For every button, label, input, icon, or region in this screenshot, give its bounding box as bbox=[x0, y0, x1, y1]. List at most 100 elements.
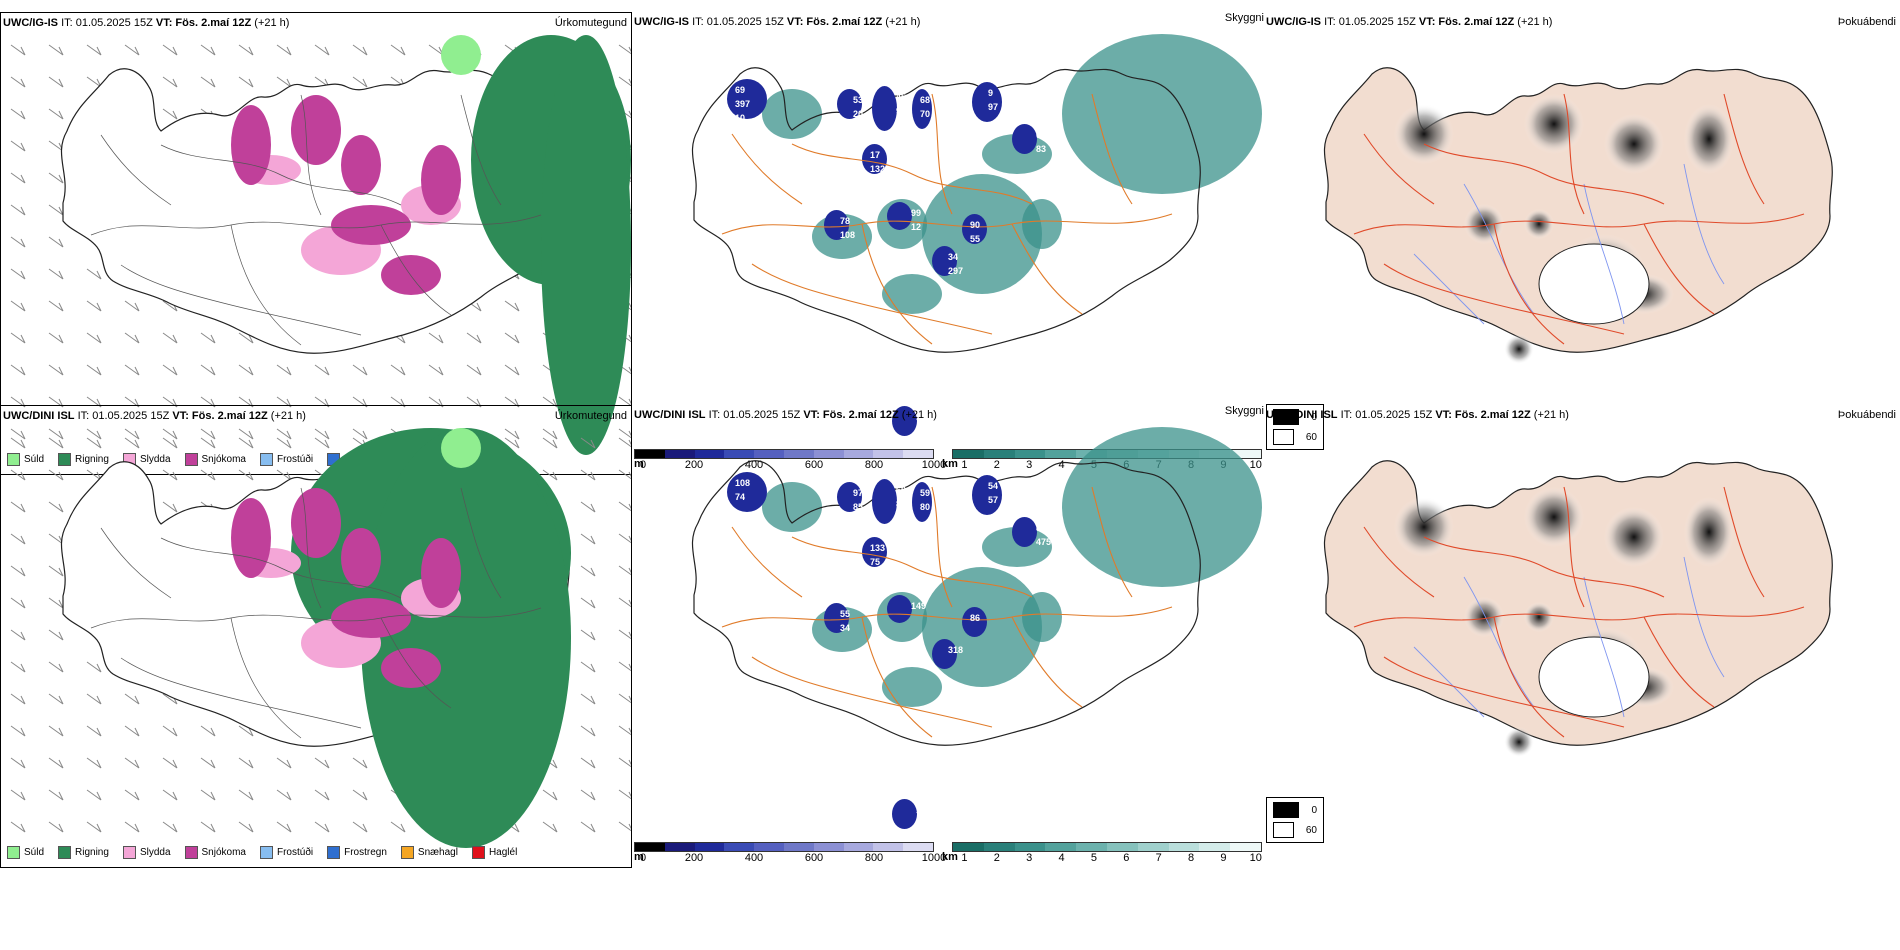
road bbox=[721, 213, 1173, 235]
road bbox=[1383, 263, 1625, 335]
fog-legend: 0 60 bbox=[1266, 797, 1324, 843]
wind-barb bbox=[48, 565, 64, 577]
ceiling-area bbox=[887, 202, 912, 230]
road bbox=[1363, 526, 1435, 598]
road bbox=[1493, 616, 1565, 738]
visibility-area bbox=[1022, 199, 1062, 249]
road bbox=[1091, 93, 1133, 205]
ceiling-value-label: 78 bbox=[840, 216, 850, 226]
ceiling-area bbox=[872, 479, 897, 524]
wind-barb bbox=[618, 565, 631, 576]
wind-barb bbox=[48, 693, 64, 705]
wind-barb bbox=[10, 236, 26, 248]
fog-area bbox=[1464, 204, 1504, 244]
ceiling-value-label: 297 bbox=[948, 266, 963, 276]
visibility-area bbox=[1022, 592, 1062, 642]
legend-label: Slydda bbox=[139, 847, 171, 858]
ceiling-value-label: 34 bbox=[948, 252, 958, 262]
legend-swatch bbox=[184, 846, 198, 859]
wind-barb bbox=[580, 789, 596, 801]
roads bbox=[1353, 93, 1805, 345]
wind-barb bbox=[124, 725, 140, 737]
colorbar-cell bbox=[754, 843, 784, 851]
legend-label: Snjókoma bbox=[201, 847, 246, 858]
road bbox=[160, 144, 402, 206]
colorbar-cell bbox=[953, 843, 984, 851]
wind-barb bbox=[10, 437, 26, 449]
colorbar-tick: 3 bbox=[1026, 459, 1033, 471]
colorbar-cell bbox=[664, 843, 695, 851]
legend-swatch bbox=[58, 846, 72, 859]
wind-barb bbox=[618, 597, 631, 608]
colorbar-tick: 4 bbox=[1058, 852, 1065, 864]
wind-barb bbox=[618, 725, 631, 736]
wind-barb bbox=[504, 332, 520, 344]
wind-barb bbox=[238, 332, 254, 344]
visibility-area bbox=[882, 274, 942, 314]
panel-header: UWC/IG-IS IT: 01.05.2025 15Z VT: Fös. 2.… bbox=[3, 17, 290, 29]
legend-swatch bbox=[58, 453, 72, 466]
wind-barb bbox=[162, 44, 178, 56]
ceiling-value-label: 108 bbox=[840, 230, 855, 240]
wind-barb bbox=[618, 396, 631, 407]
wind-barb bbox=[86, 757, 102, 769]
colorbar-tick: 200 bbox=[684, 852, 704, 864]
snow-area bbox=[381, 648, 441, 688]
colorbar-tick: 400 bbox=[744, 852, 764, 864]
wind-barb bbox=[580, 437, 596, 449]
colorbar-tick: 10 bbox=[1249, 852, 1262, 864]
legend-item: Súld bbox=[7, 453, 44, 466]
forecast-row: UWC/DINI ISL IT: 01.05.2025 15Z VT: Fös.… bbox=[0, 405, 1900, 868]
wind-barb bbox=[162, 789, 178, 801]
wind-barb bbox=[580, 533, 596, 545]
roads bbox=[721, 486, 1173, 738]
ceiling-value-label: 87 bbox=[896, 499, 906, 509]
wind-barb bbox=[200, 396, 216, 408]
legend-label: Slydda bbox=[139, 454, 171, 465]
panel-title: Skyggni bbox=[1224, 405, 1264, 417]
wind-barb bbox=[276, 364, 292, 376]
fog-area bbox=[1394, 497, 1454, 557]
colorbar-tick: 2 bbox=[993, 459, 1000, 471]
colorbar-cell bbox=[1199, 843, 1231, 851]
road bbox=[120, 657, 362, 729]
wind-barb bbox=[162, 469, 178, 481]
ceiling-area bbox=[862, 144, 887, 174]
wind-barb bbox=[580, 597, 596, 609]
ceiling-value-label: 54 bbox=[988, 481, 998, 491]
colorbar-tick: 6 bbox=[1123, 852, 1130, 864]
wind-barb bbox=[124, 757, 140, 769]
wind-barb bbox=[10, 757, 26, 769]
wind-barb bbox=[10, 469, 26, 481]
visibility-unit: km bbox=[942, 458, 958, 470]
ceiling-value-label: 133 bbox=[870, 543, 885, 553]
snow-areas bbox=[231, 95, 461, 295]
visibility-area bbox=[762, 482, 822, 532]
river bbox=[1683, 163, 1725, 285]
colorbar-cell bbox=[635, 450, 665, 458]
wind-barb bbox=[124, 789, 140, 801]
ceiling-area bbox=[892, 406, 917, 436]
ceiling-value-label: 60 bbox=[896, 485, 906, 495]
fog-panel: UWC/DINI ISL IT: 01.05.2025 15Z VT: Fös.… bbox=[1264, 405, 1900, 868]
wind-barb bbox=[124, 44, 140, 56]
legend-label: Snæhagl bbox=[417, 847, 458, 858]
road bbox=[300, 487, 322, 609]
road bbox=[380, 617, 452, 709]
legend-swatch bbox=[471, 846, 485, 859]
precip-map bbox=[10, 428, 631, 848]
rain-areas bbox=[471, 35, 631, 455]
road bbox=[931, 486, 953, 608]
road bbox=[1011, 223, 1083, 315]
colorbar-cell bbox=[1137, 843, 1169, 851]
legend-label: Rigning bbox=[75, 454, 109, 465]
wind-barb bbox=[618, 44, 631, 55]
wind-barb bbox=[200, 428, 216, 440]
wind-barb bbox=[314, 821, 330, 833]
wind-barb bbox=[352, 428, 368, 440]
wind-barb bbox=[200, 757, 216, 769]
wind-barb bbox=[618, 629, 631, 640]
colorbar-cell bbox=[843, 450, 874, 458]
wind-barb bbox=[314, 789, 330, 801]
wind-barb bbox=[48, 236, 64, 248]
